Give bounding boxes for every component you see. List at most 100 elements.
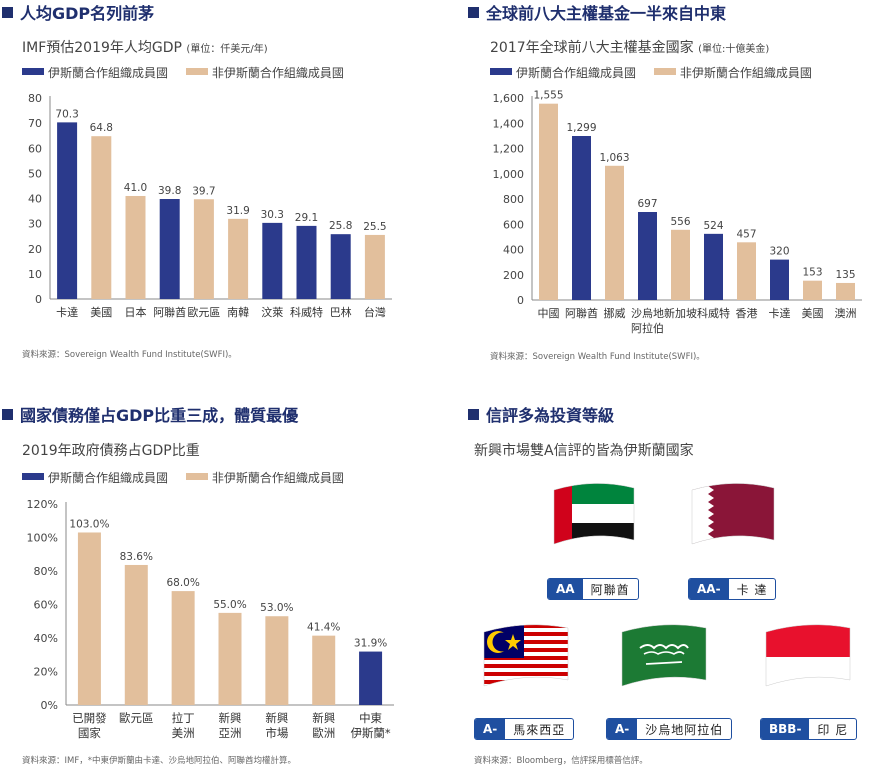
bar bbox=[218, 612, 242, 705]
bar bbox=[125, 195, 146, 299]
data-label: 29.1 bbox=[295, 212, 318, 224]
legend-label-nonmember: 非伊斯蘭合作組織成員國 bbox=[211, 471, 344, 485]
x-category-label: 新興 bbox=[265, 711, 288, 725]
panel2-title: 全球前八大主權基金一半來自中東 bbox=[468, 0, 726, 24]
square-icon bbox=[2, 7, 13, 18]
bar bbox=[91, 136, 112, 299]
legend-label-member: 伊斯蘭合作組織成員國 bbox=[48, 66, 169, 80]
panel3-source: 資料來源：IMF，*中東伊斯蘭由卡達、沙烏地阿拉伯、阿聯酋均權計算。 bbox=[22, 756, 296, 766]
bar bbox=[803, 280, 822, 300]
y-tick-label: 1,200 bbox=[493, 143, 525, 156]
data-label: 1,063 bbox=[599, 152, 629, 164]
x-category-label: 歐元區 bbox=[119, 711, 154, 725]
bar bbox=[124, 564, 148, 705]
bar bbox=[638, 212, 657, 300]
data-label: 25.8 bbox=[329, 220, 352, 232]
y-tick-label: 40 bbox=[28, 193, 42, 206]
data-label: 135 bbox=[835, 269, 855, 281]
bar bbox=[704, 233, 723, 300]
panel3-title: 國家債務僅占GDP比重三成，體質最優 bbox=[2, 402, 298, 426]
x-category-label: 新興 bbox=[219, 711, 242, 725]
panel2-legend: 伊斯蘭合作組織成員國 非伊斯蘭合作組織成員國 bbox=[490, 64, 826, 81]
x-category-label: 挪威 bbox=[604, 306, 626, 320]
data-label: 39.7 bbox=[192, 185, 215, 197]
legend-label-nonmember: 非伊斯蘭合作組織成員國 bbox=[211, 66, 344, 80]
y-tick-label: 20 bbox=[28, 243, 42, 256]
x-category-label: 美國 bbox=[90, 306, 112, 319]
panel1-subtitle: IMF預估2019年人均GDP (單位：仟美元/年) bbox=[22, 37, 268, 57]
legend-member: 伊斯蘭合作組織成員國 bbox=[490, 66, 636, 80]
bar bbox=[330, 234, 351, 299]
x-category-label: 亞洲 bbox=[219, 726, 242, 740]
panel2-subtitle-text: 2017年全球前八大主權基金國家 bbox=[490, 40, 694, 56]
data-label: 31.9 bbox=[226, 205, 249, 217]
rating-grade: A- bbox=[607, 719, 638, 739]
x-category-label: 卡達 bbox=[769, 307, 791, 320]
data-label: 25.5 bbox=[363, 221, 386, 233]
bar bbox=[57, 122, 78, 299]
y-tick-label: 10 bbox=[28, 268, 42, 281]
rating-badge-qatar: AA- 卡 達 bbox=[688, 578, 777, 600]
bar bbox=[539, 103, 558, 301]
data-label: 1,555 bbox=[533, 90, 563, 102]
x-category-label: 新加坡 bbox=[664, 306, 697, 320]
panel4-source: 資料來源：Bloomberg，信評採用標普信評。 bbox=[474, 756, 648, 766]
square-icon bbox=[468, 7, 479, 18]
panel4-title-text: 信評多為投資等級 bbox=[486, 406, 615, 425]
data-label: 103.0% bbox=[69, 518, 109, 530]
y-tick-label: 0% bbox=[41, 699, 58, 712]
rating-grade: AA- bbox=[689, 579, 729, 599]
data-label: 64.8 bbox=[90, 122, 113, 134]
y-tick-label: 600 bbox=[503, 218, 524, 231]
data-label: 524 bbox=[703, 220, 723, 232]
bar bbox=[159, 199, 180, 299]
rating-badge-malaysia: A- 馬來西亞 bbox=[474, 718, 575, 740]
data-label: 83.6% bbox=[120, 551, 153, 563]
legend-member: 伊斯蘭合作組織成員國 bbox=[22, 471, 168, 485]
uae-flag-icon bbox=[553, 483, 635, 545]
rating-grade: A- bbox=[475, 719, 506, 739]
legend-nonmember: 非伊斯蘭合作組織成員國 bbox=[185, 66, 344, 80]
legend-swatch-member bbox=[490, 68, 512, 75]
rating-country: 沙烏地阿拉伯 bbox=[645, 722, 724, 737]
x-category-label: 日本 bbox=[125, 305, 147, 319]
y-tick-label: 70 bbox=[28, 117, 42, 130]
legend-swatch-nonmember bbox=[653, 68, 676, 75]
malaysia-flag-icon bbox=[483, 624, 569, 687]
panel1-subtitle-text: IMF預估2019年人均GDP bbox=[22, 40, 182, 56]
bar bbox=[572, 136, 591, 300]
y-tick-label: 0 bbox=[35, 293, 42, 306]
x-category-label: 國家 bbox=[78, 726, 101, 740]
y-tick-label: 1,400 bbox=[493, 117, 525, 130]
panel1-title-text: 人均GDP名列前茅 bbox=[20, 4, 155, 23]
bar bbox=[364, 234, 385, 299]
x-category-label: 汶萊 bbox=[261, 305, 283, 319]
data-label: 55.0% bbox=[213, 599, 246, 611]
data-label: 53.0% bbox=[260, 602, 293, 614]
x-category-label: 阿聯酋 bbox=[565, 306, 598, 320]
panel3-legend: 伊斯蘭合作組織成員國 非伊斯蘭合作組織成員國 bbox=[22, 469, 358, 486]
gdp-per-capita-chart: 0 10 20 30 40 50 60 70 80 70.3 卡達 64.8 美國 41.0 日本 39.8 阿… bbox=[28, 92, 392, 319]
x-category-label: 沙烏地 bbox=[631, 306, 664, 320]
panel1-unit: (單位：仟美元/年) bbox=[186, 44, 268, 55]
rating-grade: BBB- bbox=[761, 719, 810, 739]
data-label: 556 bbox=[670, 216, 690, 228]
y-tick-label: 120% bbox=[27, 498, 58, 511]
panel4-title: 信評多為投資等級 bbox=[468, 402, 614, 426]
data-label: 30.3 bbox=[261, 209, 284, 221]
bar bbox=[312, 635, 336, 705]
x-category-label: 科威特 bbox=[290, 305, 323, 319]
y-tick-label: 50 bbox=[28, 167, 42, 180]
rating-grade: AA bbox=[548, 579, 583, 599]
data-label: 68.0% bbox=[166, 577, 199, 589]
x-category-label: 歐洲 bbox=[312, 726, 335, 740]
x-category-label: 拉丁 bbox=[172, 711, 195, 725]
data-label: 1,299 bbox=[566, 122, 596, 134]
bar bbox=[737, 242, 756, 300]
panel3-subtitle-text: 2019年政府債務占GDP比重 bbox=[22, 443, 200, 459]
data-label: 320 bbox=[769, 246, 789, 258]
x-category-label: 卡達 bbox=[56, 306, 78, 319]
legend-label-nonmember: 非伊斯蘭合作組織成員國 bbox=[679, 66, 812, 80]
bar bbox=[770, 259, 789, 300]
x-category-label: 香港 bbox=[736, 307, 758, 320]
